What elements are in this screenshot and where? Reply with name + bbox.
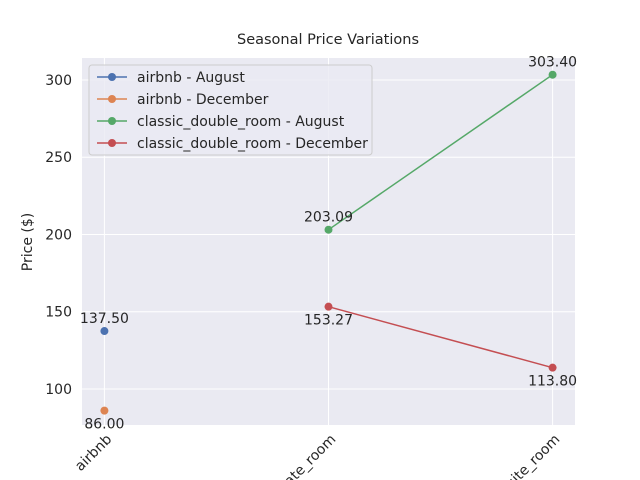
- legend-marker: [108, 95, 116, 103]
- legend-label: airbnb - August: [137, 70, 245, 86]
- y-axis-label: Price ($): [20, 213, 36, 271]
- legend: airbnb - August airbnb - December classic_…: [88, 64, 373, 156]
- series-line: [328, 74, 554, 231]
- data-point: [548, 363, 557, 372]
- series-line: [328, 305, 553, 369]
- data-point: [100, 327, 109, 336]
- legend-label: classic_double_room - December: [137, 136, 368, 152]
- data-point: [100, 406, 109, 415]
- value-label: 137.50: [80, 311, 129, 327]
- legend-label: airbnb - December: [137, 92, 269, 108]
- data-point: [548, 70, 557, 79]
- value-label: 303.40: [528, 55, 577, 71]
- chart-title: Seasonal Price Variations: [237, 32, 419, 48]
- value-label: 203.09: [304, 210, 353, 226]
- y-tick-label: 250: [45, 150, 72, 166]
- legend-marker: [108, 73, 116, 81]
- x-tick-label: airbnb: [72, 431, 115, 474]
- value-label: 153.27: [304, 313, 353, 329]
- data-point: [324, 302, 333, 311]
- x-tick-label: private_room: [262, 432, 339, 480]
- legend-marker: [108, 139, 116, 147]
- value-label: 113.80: [528, 374, 577, 390]
- data-point: [324, 225, 333, 234]
- legend-label: classic_double_room - August: [137, 114, 345, 130]
- y-tick-label: 150: [45, 305, 72, 321]
- value-label: 86.00: [84, 417, 124, 433]
- y-tick-label: 300: [45, 73, 72, 89]
- legend-box: [88, 64, 373, 156]
- y-tick-label: 200: [45, 227, 72, 243]
- x-tick-label: suite_room: [497, 432, 563, 480]
- y-tick-label: 100: [45, 382, 72, 398]
- legend-marker: [108, 117, 116, 125]
